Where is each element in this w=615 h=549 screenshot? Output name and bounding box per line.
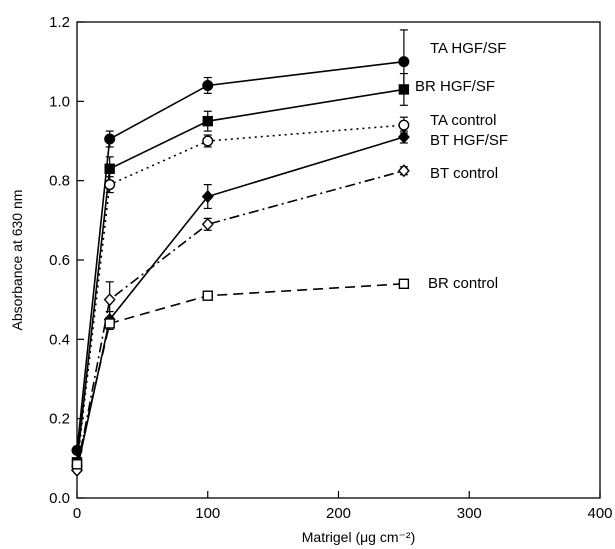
series-label-br-hgf-sf: BR HGF/SF xyxy=(415,78,495,95)
point-marker xyxy=(201,217,214,231)
series-br-control xyxy=(71,278,410,470)
series-layer xyxy=(71,29,410,477)
series-ta-hgf-sf xyxy=(71,29,410,456)
series-label-bt-control: BT control xyxy=(430,165,498,182)
x-tick-label: 0 xyxy=(73,505,81,522)
y-tick-label: 0.6 xyxy=(49,252,70,269)
series-label-br-control: BR control xyxy=(428,275,498,292)
y-tick-label: 0.4 xyxy=(49,331,70,348)
point-marker xyxy=(397,164,410,178)
x-axis: 0 100 200 300 400 xyxy=(73,491,613,522)
plot-frame xyxy=(76,21,601,499)
point-marker xyxy=(202,290,213,301)
y-tick-label: 0.0 xyxy=(49,490,70,507)
series-label-ta-hgf-sf: TA HGF/SF xyxy=(430,40,506,57)
y-tick-label: 0.8 xyxy=(49,173,70,190)
point-marker xyxy=(104,163,115,174)
y-tick-label: 0.2 xyxy=(49,411,70,428)
point-marker xyxy=(398,84,410,95)
point-marker xyxy=(104,133,116,145)
series-label-bt-hgf-sf: BT HGF/SF xyxy=(430,132,508,149)
x-axis-title: Matrigel (μg cm⁻²) xyxy=(302,529,415,545)
point-marker xyxy=(103,293,116,307)
y-axis: 0.0 0.2 0.4 0.6 0.8 1.0 1.2 xyxy=(49,14,84,507)
point-marker xyxy=(202,79,214,91)
y-tick-label: 1.0 xyxy=(49,93,70,110)
point-marker xyxy=(104,179,116,191)
y-axis-title: Absorbance at 630 nm xyxy=(9,190,25,331)
plot-border xyxy=(76,21,601,499)
point-marker xyxy=(398,56,410,68)
point-marker xyxy=(398,119,410,131)
series-labels: TA HGF/SF BR HGF/SF TA control BT HGF/SF BT … xyxy=(415,40,508,292)
series-bt-control xyxy=(71,164,410,477)
series-line xyxy=(76,136,405,471)
point-marker xyxy=(202,115,213,127)
series-line xyxy=(76,60,404,451)
point-marker xyxy=(202,135,214,147)
y-tick-label: 1.2 xyxy=(49,14,70,31)
series-bt-hgf-sf xyxy=(71,130,410,477)
series-line xyxy=(76,283,404,465)
series-label-ta-control: TA control xyxy=(430,112,496,129)
point-marker xyxy=(398,278,410,289)
point-marker xyxy=(71,459,83,470)
series-line xyxy=(76,124,404,467)
x-tick-label: 300 xyxy=(457,505,482,522)
x-tick-label: 100 xyxy=(195,505,220,522)
point-marker xyxy=(201,189,214,204)
point-marker xyxy=(104,318,115,329)
series-line xyxy=(76,169,405,471)
x-tick-label: 400 xyxy=(587,505,612,522)
x-tick-label: 200 xyxy=(326,505,351,522)
point-marker xyxy=(397,130,410,144)
series-line xyxy=(76,88,405,463)
